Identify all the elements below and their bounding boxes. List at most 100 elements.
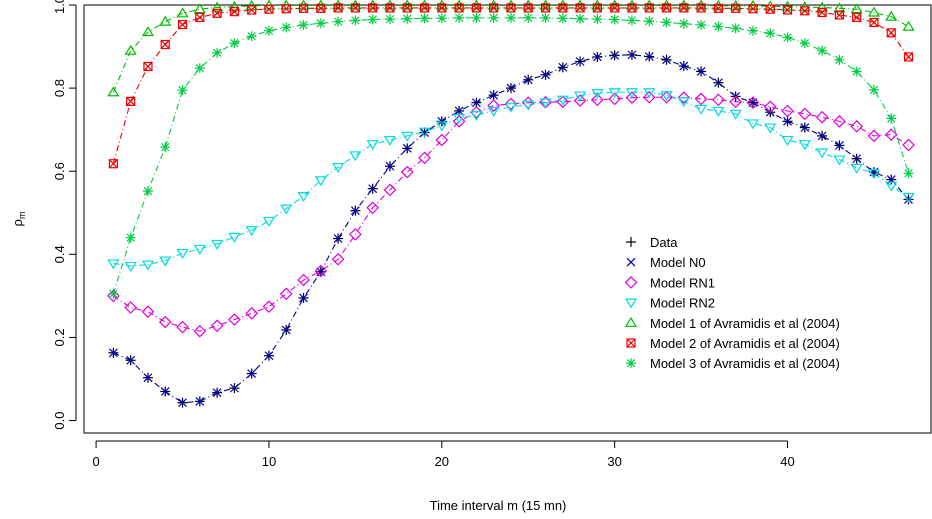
data-point bbox=[385, 3, 395, 13]
data-point bbox=[454, 3, 464, 13]
data-point bbox=[401, 131, 414, 142]
data-point bbox=[454, 12, 465, 23]
data-point bbox=[107, 259, 120, 270]
data-point bbox=[245, 306, 259, 320]
data-point bbox=[643, 88, 656, 99]
data-point bbox=[280, 204, 293, 215]
data-point bbox=[228, 0, 241, 11]
data-point bbox=[782, 5, 793, 15]
data-point bbox=[557, 13, 568, 24]
data-point bbox=[210, 319, 224, 333]
data-point bbox=[487, 99, 501, 112]
data-point bbox=[834, 54, 845, 65]
y-axis-label: ρm bbox=[10, 212, 27, 227]
data-point bbox=[333, 234, 343, 243]
data-point bbox=[418, 127, 431, 138]
series-line-model-rn1 bbox=[113, 96, 909, 332]
data-point bbox=[644, 52, 654, 61]
series-line-model-1-of-avramidis-et-al-2004 bbox=[112, 4, 909, 93]
data-point bbox=[765, 4, 775, 14]
data-point bbox=[316, 3, 326, 13]
data-point bbox=[867, 169, 881, 180]
data-point bbox=[558, 3, 568, 13]
y-tick-label: 0.6 bbox=[52, 162, 67, 180]
data-point bbox=[176, 248, 189, 259]
data-point bbox=[366, 201, 380, 215]
data-point bbox=[331, 252, 345, 266]
data-point bbox=[159, 256, 172, 267]
data-point bbox=[366, 140, 379, 151]
legend-item: Model 2 of Avramidis et al (2004) bbox=[626, 336, 840, 351]
data-point bbox=[195, 12, 205, 23]
data-point bbox=[160, 387, 170, 396]
data-point bbox=[420, 128, 429, 137]
data-point bbox=[400, 165, 414, 179]
data-point bbox=[506, 3, 516, 13]
data-point bbox=[592, 52, 602, 62]
series-points bbox=[107, 0, 915, 408]
data-point bbox=[176, 7, 189, 18]
x-tick-label: 40 bbox=[780, 454, 794, 469]
data-point bbox=[298, 19, 309, 30]
data-point bbox=[574, 91, 587, 102]
data-point bbox=[575, 13, 586, 24]
data-point bbox=[885, 181, 898, 192]
data-point bbox=[817, 45, 828, 56]
data-point bbox=[798, 140, 811, 151]
data-point bbox=[177, 19, 188, 30]
data-point bbox=[592, 3, 602, 13]
data-point bbox=[712, 93, 725, 107]
data-point bbox=[471, 3, 481, 13]
data-point bbox=[383, 135, 397, 146]
data-point bbox=[746, 96, 760, 109]
data-point bbox=[281, 22, 292, 33]
data-point bbox=[627, 50, 637, 60]
data-point bbox=[124, 261, 137, 272]
data-point bbox=[627, 3, 637, 13]
data-point bbox=[661, 3, 672, 13]
data-point bbox=[523, 12, 534, 23]
data-point bbox=[487, 106, 500, 117]
data-point bbox=[884, 128, 898, 141]
legend-item: Model RN2 bbox=[624, 296, 715, 311]
data-point bbox=[489, 90, 499, 100]
legend-item: Model 3 of Avramidis et al (2004) bbox=[626, 356, 840, 371]
series-line-model-3-of-avramidis-et-al-2004 bbox=[112, 17, 910, 294]
data-point bbox=[540, 12, 551, 23]
x-tick-label: 10 bbox=[262, 454, 276, 469]
data-point bbox=[783, 116, 792, 126]
legend: Data Model N0 Model RN1 Model RN2 Model 1 of… bbox=[624, 235, 840, 371]
data-point bbox=[212, 388, 222, 398]
data-point bbox=[817, 7, 827, 18]
series-model-n0 bbox=[108, 50, 913, 408]
data-point bbox=[695, 104, 708, 115]
data-point bbox=[435, 121, 448, 132]
data-point bbox=[902, 192, 915, 203]
data-point bbox=[696, 3, 706, 13]
data-point bbox=[661, 17, 672, 28]
data-point bbox=[211, 239, 224, 250]
data-point bbox=[505, 12, 516, 23]
data-point bbox=[644, 16, 655, 27]
data-point bbox=[195, 396, 205, 406]
data-point bbox=[264, 351, 274, 361]
data-point bbox=[610, 3, 620, 13]
y-tick-label: 1.0 bbox=[52, 0, 67, 14]
y-tick-label: 0.2 bbox=[52, 328, 67, 346]
legend-marker bbox=[626, 257, 636, 267]
data-point bbox=[540, 3, 551, 13]
legend-marker bbox=[626, 338, 636, 348]
data-point bbox=[246, 31, 257, 42]
data-point bbox=[834, 10, 844, 20]
data-point bbox=[126, 355, 136, 365]
data-point bbox=[662, 55, 671, 65]
data-point bbox=[713, 3, 723, 13]
data-point bbox=[229, 38, 240, 49]
data-point bbox=[886, 113, 897, 124]
y-axis-label-main: ρ bbox=[10, 219, 25, 226]
data-point bbox=[850, 3, 863, 14]
data-point bbox=[349, 151, 362, 162]
legend-item: Model RN1 bbox=[624, 275, 715, 290]
data-point bbox=[677, 97, 690, 108]
